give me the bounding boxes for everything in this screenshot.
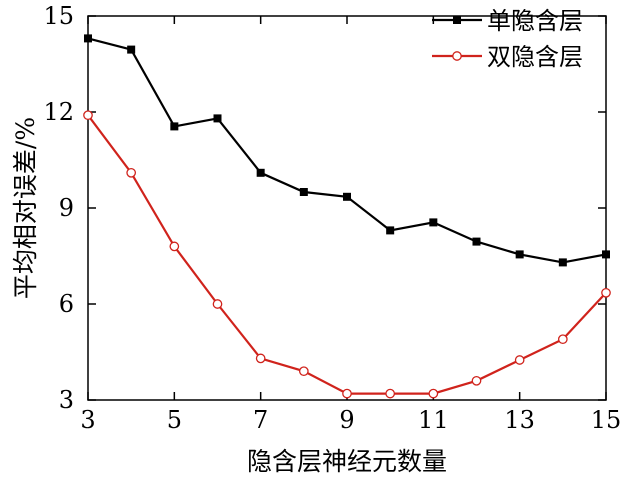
data-point xyxy=(471,375,482,386)
legend-entry: 双隐含层 xyxy=(432,43,583,71)
x-tick-label: 7 xyxy=(253,406,268,434)
series-line xyxy=(87,114,607,395)
ticks: 3 5 7 9 11 13 15 3 6 9 12 15 xyxy=(43,2,621,434)
data-point xyxy=(298,366,309,377)
legend-label: 双隐含层 xyxy=(487,43,583,71)
y-axis-title: 平均相对误差/% xyxy=(11,117,40,299)
series-1 xyxy=(84,34,610,267)
data-point xyxy=(472,237,481,246)
axes xyxy=(87,15,607,401)
data-point xyxy=(170,122,179,131)
data-point xyxy=(428,388,439,399)
x-tick-label: 3 xyxy=(80,406,95,434)
data-point xyxy=(514,355,525,365)
y-tick-label: 12 xyxy=(43,98,74,126)
x-tick-label: 15 xyxy=(591,406,622,434)
data-point xyxy=(299,188,308,196)
data-point xyxy=(127,45,136,54)
series-2 xyxy=(83,110,611,399)
data-point xyxy=(83,110,93,121)
x-axis-title: 隐含层神经元数量 xyxy=(247,447,447,476)
data-point xyxy=(213,114,222,123)
data-point xyxy=(385,388,396,399)
legend-entry: 单隐含层 xyxy=(432,7,583,35)
data-point xyxy=(126,167,137,178)
x-tick-label: 9 xyxy=(339,406,354,434)
data-point xyxy=(84,34,92,43)
y-tick-label: 15 xyxy=(43,2,74,30)
x-tick-label: 13 xyxy=(504,406,535,434)
data-point xyxy=(212,299,223,309)
data-point xyxy=(601,287,611,298)
data-point xyxy=(255,353,266,364)
y-tick-label: 6 xyxy=(59,290,74,318)
data-point xyxy=(558,258,567,267)
data-point xyxy=(602,250,610,259)
data-point xyxy=(169,241,180,252)
data-point xyxy=(386,226,395,235)
plot-frame xyxy=(87,15,607,401)
data-point xyxy=(557,334,568,345)
y-tick-label: 3 xyxy=(59,386,74,414)
legend-marker xyxy=(453,16,461,24)
series-line xyxy=(87,37,607,264)
data-point xyxy=(515,250,524,259)
x-tick-label: 5 xyxy=(167,406,182,434)
x-tick-label: 11 xyxy=(418,406,449,434)
legend-marker xyxy=(452,51,462,61)
legend-label: 单隐含层 xyxy=(487,7,583,35)
data-point xyxy=(343,192,351,201)
series xyxy=(83,34,611,399)
data-point xyxy=(256,168,265,177)
data-point xyxy=(429,218,438,227)
data-point xyxy=(342,388,352,399)
y-tick-label: 9 xyxy=(59,194,74,222)
